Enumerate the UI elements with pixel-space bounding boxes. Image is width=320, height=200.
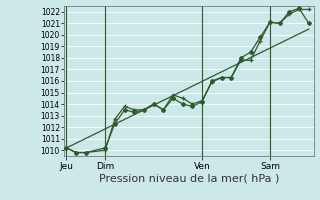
- X-axis label: Pression niveau de la mer( hPa ): Pression niveau de la mer( hPa ): [99, 173, 279, 183]
